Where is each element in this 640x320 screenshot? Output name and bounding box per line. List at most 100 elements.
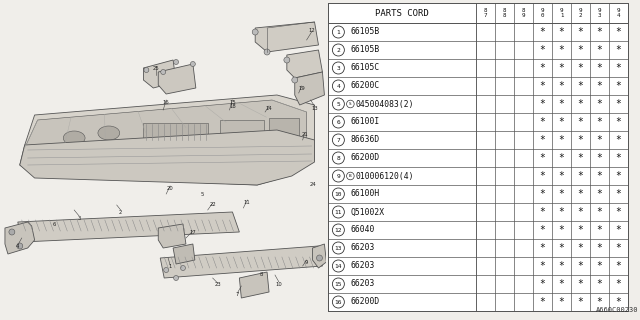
Text: *: * [540, 45, 545, 55]
Text: 16: 16 [163, 100, 170, 105]
Text: *: * [559, 45, 564, 55]
Polygon shape [239, 272, 269, 298]
Text: *: * [578, 171, 584, 181]
Text: 66200D: 66200D [350, 154, 380, 163]
Polygon shape [255, 22, 319, 52]
Text: A660C00230: A660C00230 [595, 307, 638, 313]
Text: *: * [559, 207, 564, 217]
Text: *: * [596, 117, 602, 127]
Text: 11: 11 [335, 210, 342, 214]
Text: *: * [540, 99, 545, 109]
Text: 4: 4 [337, 84, 340, 89]
Text: *: * [559, 225, 564, 235]
FancyBboxPatch shape [328, 3, 628, 311]
Text: 18: 18 [229, 105, 236, 109]
Text: *: * [540, 207, 545, 217]
Ellipse shape [98, 126, 120, 140]
Circle shape [347, 100, 354, 108]
Polygon shape [25, 100, 307, 172]
Text: *: * [596, 45, 602, 55]
Polygon shape [20, 130, 314, 185]
Text: 13: 13 [335, 245, 342, 251]
Text: 14: 14 [335, 263, 342, 268]
Text: 20: 20 [167, 186, 173, 190]
Polygon shape [18, 212, 239, 242]
Text: 9: 9 [337, 173, 340, 179]
Text: *: * [540, 225, 545, 235]
Text: 3: 3 [337, 66, 340, 70]
Text: *: * [540, 27, 545, 37]
Text: 11: 11 [244, 199, 251, 204]
Text: 14: 14 [266, 106, 273, 110]
Text: *: * [559, 27, 564, 37]
Circle shape [332, 224, 344, 236]
Circle shape [144, 68, 149, 73]
Text: *: * [540, 261, 545, 271]
Text: 4: 4 [16, 244, 19, 250]
Text: *: * [616, 207, 621, 217]
Text: *: * [616, 81, 621, 91]
Text: *: * [559, 99, 564, 109]
Text: *: * [596, 225, 602, 235]
Text: *: * [596, 171, 602, 181]
Text: 2: 2 [119, 210, 122, 214]
Text: 66100H: 66100H [350, 189, 380, 198]
Text: *: * [616, 63, 621, 73]
Text: *: * [596, 153, 602, 163]
Text: 13: 13 [311, 106, 318, 110]
Text: 24: 24 [309, 182, 316, 188]
Circle shape [332, 188, 344, 200]
Polygon shape [160, 246, 323, 278]
Text: *: * [616, 189, 621, 199]
Text: 86636D: 86636D [350, 135, 380, 145]
Text: 19: 19 [298, 85, 305, 91]
Text: *: * [578, 225, 584, 235]
Polygon shape [158, 64, 196, 94]
Text: *: * [540, 135, 545, 145]
Text: *: * [559, 81, 564, 91]
Text: 9
1: 9 1 [560, 8, 563, 18]
Text: 66105C: 66105C [350, 63, 380, 73]
Text: *: * [596, 279, 602, 289]
Circle shape [332, 134, 344, 146]
Text: *: * [616, 99, 621, 109]
Text: *: * [596, 99, 602, 109]
Text: 8: 8 [337, 156, 340, 161]
Text: *: * [616, 225, 621, 235]
Polygon shape [287, 50, 323, 78]
Circle shape [332, 98, 344, 110]
Text: 8
9: 8 9 [522, 8, 525, 18]
Text: 7: 7 [337, 138, 340, 142]
Text: 6: 6 [52, 222, 56, 228]
Text: *: * [540, 189, 545, 199]
Circle shape [164, 268, 169, 273]
Text: *: * [616, 243, 621, 253]
Text: 8
8: 8 8 [503, 8, 506, 18]
Ellipse shape [63, 131, 85, 145]
Text: 66100I: 66100I [350, 117, 380, 126]
Text: *: * [596, 243, 602, 253]
Text: 9: 9 [305, 260, 308, 265]
Text: *: * [578, 63, 584, 73]
Text: 22: 22 [209, 203, 216, 207]
Circle shape [292, 77, 298, 83]
Text: 15: 15 [335, 282, 342, 286]
Text: *: * [559, 63, 564, 73]
Circle shape [332, 26, 344, 38]
Text: 10: 10 [276, 282, 282, 286]
Circle shape [173, 276, 179, 281]
Text: *: * [559, 243, 564, 253]
Circle shape [332, 206, 344, 218]
Text: 5: 5 [337, 101, 340, 107]
Text: 66203: 66203 [350, 244, 375, 252]
Text: *: * [578, 207, 584, 217]
Polygon shape [20, 95, 314, 185]
Polygon shape [295, 72, 324, 105]
Text: 6: 6 [337, 119, 340, 124]
Text: 66203: 66203 [350, 261, 375, 270]
FancyBboxPatch shape [220, 120, 264, 142]
Circle shape [332, 170, 344, 182]
Text: 5: 5 [201, 193, 204, 197]
Text: 8
7: 8 7 [484, 8, 488, 18]
Text: 12: 12 [335, 228, 342, 233]
